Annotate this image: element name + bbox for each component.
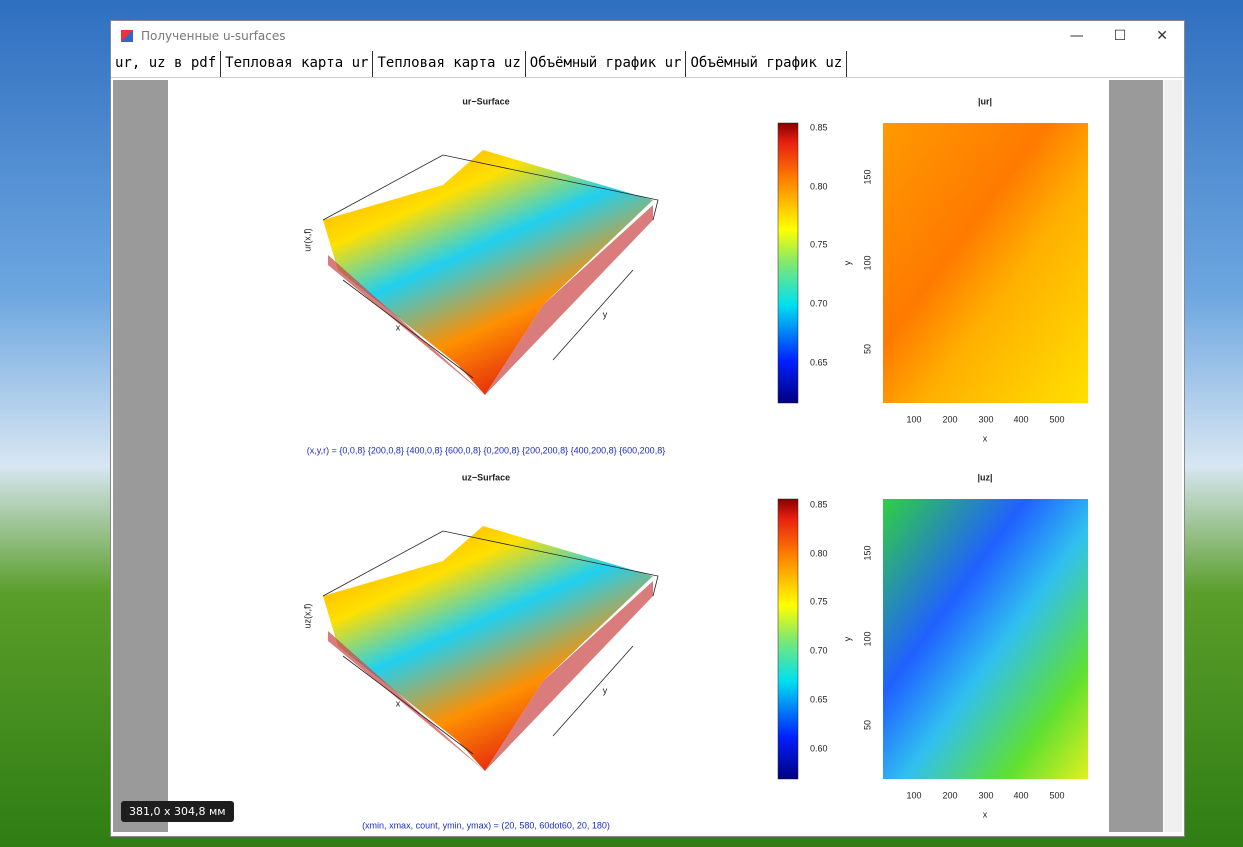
tab[interactable]: Тепловая карта uz xyxy=(373,51,526,77)
x-tick-label: 200 xyxy=(942,790,957,800)
heatmap-title: |uz| xyxy=(977,472,992,482)
z-label: uz(x,f) xyxy=(302,603,312,628)
colorbar-tick: 0.80 xyxy=(810,181,828,191)
close[interactable]: ✕ xyxy=(1156,28,1168,44)
tab-bar: ur, uz в pdf Тепловая карта ur Тепловая … xyxy=(111,51,1184,78)
tab[interactable]: Тепловая карта ur xyxy=(221,51,374,77)
heatmap-y-label: y xyxy=(842,636,852,641)
colorbar-tick: 0.85 xyxy=(810,499,828,509)
colorbar xyxy=(777,498,799,780)
x-tick-label: 400 xyxy=(1013,790,1028,800)
maximize[interactable]: ☐ xyxy=(1113,28,1127,44)
colorbar xyxy=(777,122,799,404)
x-tick-label: 100 xyxy=(906,790,921,800)
minimize[interactable]: — xyxy=(1069,28,1084,44)
x-tick-label: 200 xyxy=(942,414,957,424)
y-label: y xyxy=(603,309,608,319)
y-arrow xyxy=(552,269,634,361)
colorbar-tick: 0.80 xyxy=(810,548,828,558)
y-label: y xyxy=(603,685,608,695)
colorbar-tick: 0.65 xyxy=(810,357,828,367)
tab[interactable]: Объёмный график uz xyxy=(686,51,848,77)
heatmap-x-label: x xyxy=(983,433,988,443)
tab[interactable]: ur, uz в pdf xyxy=(111,51,222,77)
colorbar-tick: 0.70 xyxy=(810,298,828,308)
box xyxy=(322,530,659,597)
heatmap-x-label: x xyxy=(983,809,988,819)
surface xyxy=(323,526,653,771)
x-tick-label: 400 xyxy=(1013,414,1028,424)
colorbar-tick: 0.65 xyxy=(810,694,828,704)
colorbar-tick: 0.75 xyxy=(810,239,828,249)
y-tick-label: 50 xyxy=(862,720,872,730)
scrollbar[interactable] xyxy=(1164,80,1182,832)
surface-title: uz−Surface xyxy=(462,472,510,482)
app-icon xyxy=(121,30,133,42)
tab[interactable]: Объёмный график ur xyxy=(526,51,687,77)
window-title: Полученные u-surfaces xyxy=(141,29,286,43)
y-tick-label: 150 xyxy=(862,545,872,560)
y-tick-label: 100 xyxy=(862,255,872,270)
panel: ur−Surface ur(x,f) x y 0.85 0.80 0.75 0.… xyxy=(302,96,1088,455)
caption: (x,y,r) = {0,0,8} {200,0,8} {400,0,8} {6… xyxy=(307,445,665,455)
x-arrow xyxy=(342,655,474,755)
pdf-view: ur−Surface ur(x,f) x y 0.85 0.80 0.75 0.… xyxy=(113,80,1163,832)
x-label: x xyxy=(396,698,401,708)
y-tick-label: 150 xyxy=(862,169,872,184)
y-tick-label: 100 xyxy=(862,631,872,646)
x-tick-label: 500 xyxy=(1049,790,1064,800)
size-badge: 381,0 x 304,8 мм xyxy=(121,801,234,822)
caption: (xmin, xmax, count, ymin, ymax) = (20, 5… xyxy=(362,820,610,830)
x-tick-label: 300 xyxy=(978,414,993,424)
colorbar-tick: 0.60 xyxy=(810,743,828,753)
x-arrow xyxy=(342,279,474,379)
x-tick-label: 500 xyxy=(1049,414,1064,424)
colorbar-tick: 0.85 xyxy=(810,122,828,132)
heatmap xyxy=(883,123,1088,403)
title-bar: Полученные u-surfaces — ☐ ✕ xyxy=(111,21,1184,51)
x-label: x xyxy=(396,322,401,332)
y-arrow xyxy=(552,645,634,737)
panel: uz−Surface uz(x,f) x y 0.85 0.80 0.75 0.… xyxy=(302,472,1088,830)
surface xyxy=(323,150,653,395)
x-tick-label: 100 xyxy=(906,414,921,424)
colorbar-tick: 0.70 xyxy=(810,645,828,655)
heatmap-title: |ur| xyxy=(978,96,992,106)
box xyxy=(322,154,659,221)
window: Полученные u-surfaces — ☐ ✕ ur, uz в pdf Т… xyxy=(110,20,1185,837)
y-tick-label: 50 xyxy=(862,344,872,354)
pdf-page: ur−Surface ur(x,f) x y 0.85 0.80 0.75 0.… xyxy=(168,80,1109,832)
surface-title: ur−Surface xyxy=(462,96,509,106)
colorbar-tick: 0.75 xyxy=(810,596,828,606)
z-label: ur(x,f) xyxy=(302,228,312,252)
heatmap-y-label: y xyxy=(842,260,852,265)
heatmap xyxy=(883,499,1088,779)
x-tick-label: 300 xyxy=(978,790,993,800)
